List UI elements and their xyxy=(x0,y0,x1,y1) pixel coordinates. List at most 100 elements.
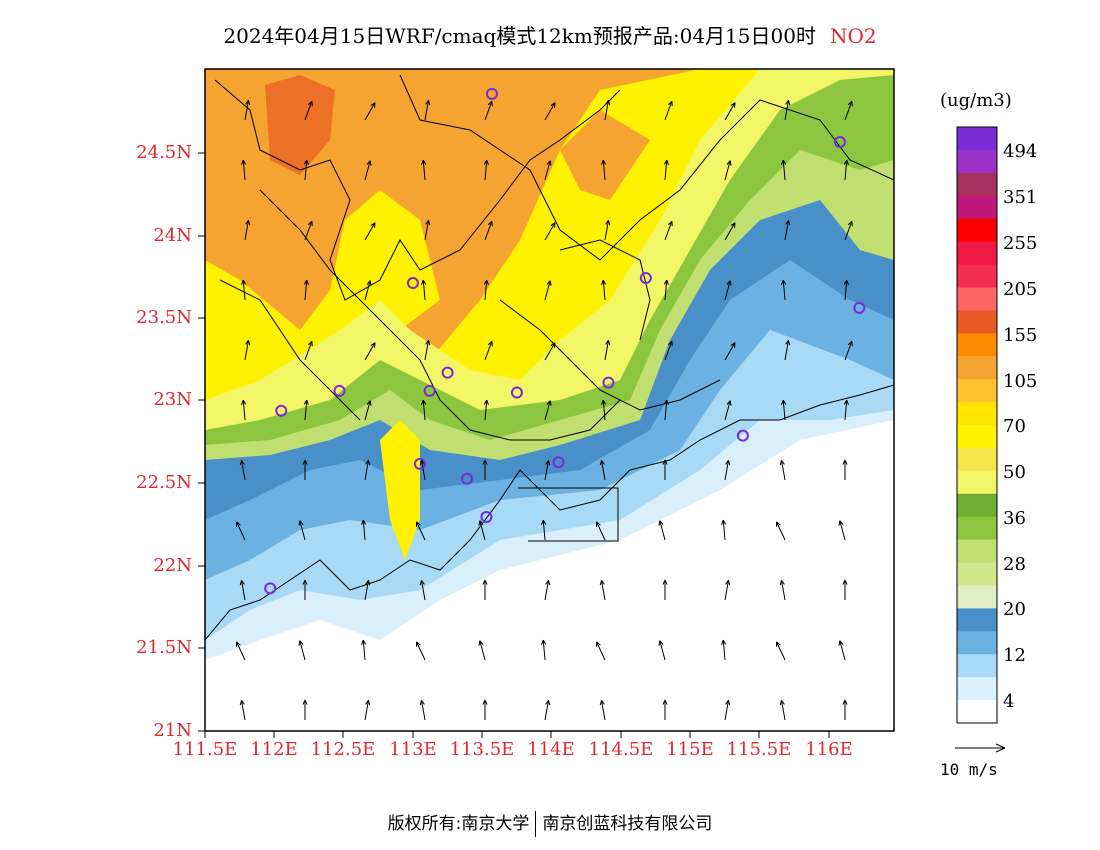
wind-arrow xyxy=(658,640,666,661)
colorbar-swatch xyxy=(957,218,997,243)
footer-right: 南京创蓝科技有限公司 xyxy=(542,814,713,834)
colorbar-swatch xyxy=(957,333,997,357)
wind-arrow xyxy=(544,280,552,301)
wind-reference-label: 10 m/s xyxy=(940,760,998,779)
station-marker xyxy=(423,384,436,397)
wind-arrow xyxy=(599,580,606,601)
wind-arrow xyxy=(544,222,556,241)
colorbar-label: 4 xyxy=(1003,691,1015,712)
footer-left: 版权所有:南京大学 xyxy=(387,814,530,834)
axis-ticks xyxy=(198,152,830,738)
lon-label: 116E xyxy=(805,739,853,760)
colorbar-swatch xyxy=(957,700,997,724)
wind-arrow xyxy=(544,460,551,481)
wind-arrow xyxy=(421,159,427,181)
station-marker xyxy=(552,456,565,469)
colorbar-label: 28 xyxy=(1003,554,1026,575)
colorbar-swatch xyxy=(957,149,997,174)
lat-label: 21.5N xyxy=(136,637,192,658)
colorbar-swatch xyxy=(957,356,997,380)
colorbar-swatch xyxy=(957,172,997,197)
station-marker xyxy=(639,272,652,285)
field-orange-patch xyxy=(560,110,650,200)
wind-arrow xyxy=(779,460,786,481)
wind-arrow xyxy=(664,100,673,121)
wind-arrow xyxy=(784,340,791,361)
wind-arrow xyxy=(663,159,669,181)
station-marker xyxy=(853,301,866,314)
wind-arrow xyxy=(663,399,669,421)
wind-arrow xyxy=(482,459,488,480)
station-marker xyxy=(264,582,277,595)
wind-arrow xyxy=(303,279,309,301)
wind-arrow xyxy=(724,222,736,241)
wind-arrow xyxy=(364,580,371,601)
wind-arrow xyxy=(302,699,308,720)
lon-label: 115.5E xyxy=(726,739,792,760)
colorbar-frame xyxy=(956,126,998,724)
wind-arrow xyxy=(416,521,426,541)
wind-arrow xyxy=(843,399,849,421)
wind-arrow xyxy=(724,280,732,301)
wind-arrow xyxy=(484,340,493,361)
wind-arrow xyxy=(724,700,731,721)
wind-arrow xyxy=(842,459,848,480)
colorbar-label: 494 xyxy=(1003,141,1038,162)
wind-arrow xyxy=(784,220,791,241)
wind-arrow xyxy=(724,160,732,181)
wind-arrow xyxy=(843,159,849,181)
map-title: 2024年04月15日WRF/cmaq模式12km预报产品:04月15日00时 N… xyxy=(0,20,1100,49)
wind-arrow xyxy=(596,641,606,661)
wind-arrow xyxy=(241,399,247,421)
wind-arrow xyxy=(239,580,246,601)
station-markers xyxy=(264,87,866,595)
wind-arrow xyxy=(416,641,426,661)
wind-arrow xyxy=(421,399,427,421)
wind-arrow xyxy=(236,641,246,661)
station-marker xyxy=(441,366,454,379)
wind-arrow xyxy=(658,520,666,541)
station-marker xyxy=(275,404,288,417)
species-label: NO2 xyxy=(829,24,877,48)
wind-arrow xyxy=(601,279,607,301)
colorbar-label: 20 xyxy=(1003,599,1026,620)
wind-arrow xyxy=(541,639,547,661)
wind-arrow xyxy=(596,521,606,541)
colorbar-swatch xyxy=(957,516,997,541)
wind-arrow xyxy=(838,520,846,541)
lat-label: 22N xyxy=(153,555,192,576)
wind-arrow xyxy=(781,279,787,301)
wind-arrow xyxy=(483,279,489,301)
wind-arrow xyxy=(544,102,556,121)
wind-arrow xyxy=(482,699,488,720)
lat-label: 21N xyxy=(153,720,192,741)
colorbar-swatch xyxy=(957,195,997,220)
wind-arrow xyxy=(664,220,673,241)
wind-arrow xyxy=(478,640,486,661)
colorbar-swatch xyxy=(957,562,997,586)
colorbar-swatch xyxy=(957,608,997,632)
station-marker xyxy=(736,429,749,442)
wind-arrow xyxy=(303,399,309,421)
lon-label: 113E xyxy=(389,739,437,760)
wind-arrow xyxy=(364,400,372,421)
wind-arrow xyxy=(241,279,247,301)
wind-arrow xyxy=(721,519,727,541)
wind-arrow xyxy=(784,100,791,121)
wind-arrow xyxy=(604,340,611,361)
wind-arrow xyxy=(662,459,668,480)
wind-arrow xyxy=(724,342,736,361)
wind-arrow xyxy=(776,521,786,541)
colorbar-swatch xyxy=(957,585,997,609)
station-marker xyxy=(461,472,474,485)
wind-arrow xyxy=(544,160,552,181)
wind-arrow xyxy=(244,100,251,121)
wind-arrow xyxy=(663,279,669,301)
station-marker xyxy=(406,277,419,290)
concentration-field xyxy=(205,69,894,731)
colorbar-swatch xyxy=(957,402,997,426)
wind-arrow xyxy=(544,400,552,421)
colorbar-label: 70 xyxy=(1003,416,1026,437)
wind-arrow xyxy=(303,159,309,181)
colorbar-label: 105 xyxy=(1003,371,1038,392)
